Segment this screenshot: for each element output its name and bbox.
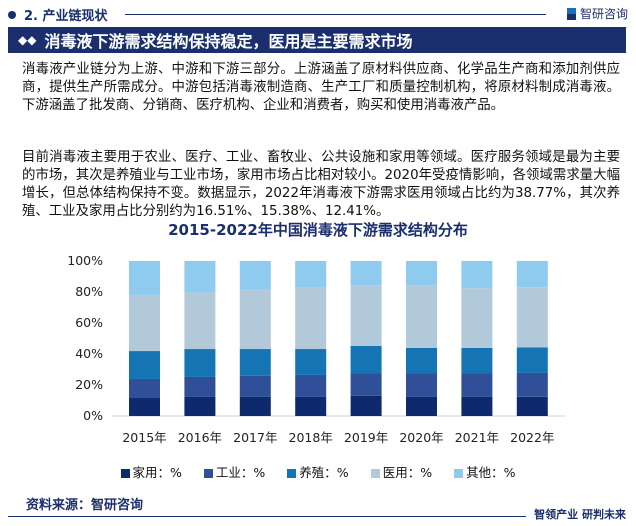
legend-label: 医用：%: [382, 465, 433, 480]
legend-swatch-icon: [370, 469, 380, 478]
bar-segment-2: [184, 349, 216, 377]
x-tick-label: 2021年: [455, 430, 499, 445]
bar-segment-1: [295, 374, 327, 397]
legend-label: 家用：%: [132, 465, 182, 480]
legend-swatch-icon: [120, 469, 130, 478]
legend-item: 医用：%: [370, 462, 433, 481]
bar-segment-0: [406, 396, 437, 416]
bar-segment-4: [239, 261, 271, 290]
y-tick-label: 40%: [75, 346, 103, 361]
x-tick-label: 2020年: [399, 430, 443, 445]
brand-name: 智研咨询: [579, 7, 628, 21]
bar-segment-4: [295, 261, 327, 288]
chart-legend: 家用：% 工业：% 养殖：% 医用：% 其他：%: [0, 462, 636, 481]
x-tick-label: 2022年: [510, 430, 554, 445]
legend-label: 其他：%: [466, 465, 516, 480]
bar-segment-1: [461, 373, 493, 397]
bar-segment-0: [184, 396, 216, 416]
bar-segment-0: [461, 396, 493, 416]
legend-swatch-icon: [454, 469, 464, 478]
paragraph-2: 目前消毒液主要用于农业、医疗、工业、畜牧业、公共设施和家用等领域。医疗服务领域是…: [22, 150, 620, 219]
bar-segment-0: [129, 398, 160, 416]
section-title: 2. 产业链现状: [24, 9, 108, 24]
bar-segment-1: [516, 372, 548, 397]
bar-segment-0: [295, 396, 327, 416]
bar-segment-0: [350, 395, 382, 416]
bar-segment-2: [350, 345, 382, 374]
diamond-icon: ◆◆: [18, 33, 37, 47]
chart-title: 2015-2022年中国消毒液下游需求结构分布: [168, 221, 468, 239]
slogan: 智领产业 研判未来: [534, 508, 626, 521]
y-tick-label: 0%: [83, 408, 103, 423]
x-tick-label: 2018年: [289, 430, 333, 445]
legend-item: 工业：%: [203, 462, 266, 481]
bar-segment-3: [239, 289, 271, 350]
bar-segment-4: [184, 261, 216, 293]
bar-segment-0: [239, 396, 271, 416]
brand-logo: 智研咨询: [566, 5, 628, 22]
legend-swatch-icon: [287, 469, 297, 478]
section-heading: 2. 产业链现状: [8, 5, 108, 24]
bar-segment-2: [516, 347, 548, 373]
paragraph-1: 消毒液产业链分为上游、中游和下游三部分。上游涵盖了原材料供应商、化学品生产商和添…: [22, 62, 620, 113]
bar-segment-4: [406, 261, 437, 286]
bar-segment-4: [516, 261, 548, 288]
bar-segment-3: [406, 285, 437, 348]
bar-segment-3: [184, 292, 216, 350]
x-tick-label: 2017年: [233, 430, 277, 445]
x-tick-label: 2015年: [122, 430, 166, 445]
footer-divider: [8, 516, 526, 517]
legend-item: 养殖：%: [287, 462, 349, 481]
bar-segment-2: [295, 349, 327, 375]
bar-segment-4: [129, 261, 160, 295]
legend-label: 养殖：%: [299, 465, 349, 480]
y-tick-label: 60%: [75, 315, 103, 330]
bar-segment-1: [406, 373, 437, 397]
y-tick-label: 80%: [75, 284, 103, 299]
x-tick-label: 2016年: [178, 430, 222, 445]
legend-swatch-icon: [203, 469, 213, 478]
bar-segment-4: [350, 261, 382, 286]
logo-icon: [566, 7, 576, 20]
legend-item: 家用：%: [120, 462, 182, 481]
banner-title: 消毒液下游需求结构保持稳定，医用是主要需求市场: [44, 32, 413, 51]
bar-segment-2: [406, 347, 437, 374]
bar-segment-2: [461, 347, 493, 374]
source-note: 资料来源：智研咨询: [26, 498, 144, 513]
x-tick-label: 2019年: [344, 430, 388, 445]
bar-segment-2: [129, 351, 160, 379]
bar-segment-3: [516, 287, 548, 348]
y-tick-label: 100%: [67, 253, 103, 268]
legend-item: 其他：%: [454, 462, 515, 481]
bar-segment-3: [295, 287, 327, 350]
bar-segment-4: [461, 261, 493, 289]
bar-segment-1: [239, 375, 271, 397]
y-tick-label: 20%: [75, 377, 103, 392]
bar-segment-3: [350, 285, 382, 346]
bar-segment-3: [461, 288, 493, 348]
bar-segment-1: [184, 376, 216, 397]
legend-label: 工业：%: [215, 465, 266, 480]
bar-segment-0: [516, 396, 548, 416]
banner: ◆◆ 消毒液下游需求结构保持稳定，医用是主要需求市场: [8, 27, 626, 53]
bar-segment-1: [350, 373, 382, 396]
bullet-icon: [8, 10, 16, 19]
bar-segment-3: [129, 294, 160, 352]
divider: [125, 14, 546, 15]
bar-segment-2: [239, 349, 271, 376]
bar-segment-1: [129, 378, 160, 399]
